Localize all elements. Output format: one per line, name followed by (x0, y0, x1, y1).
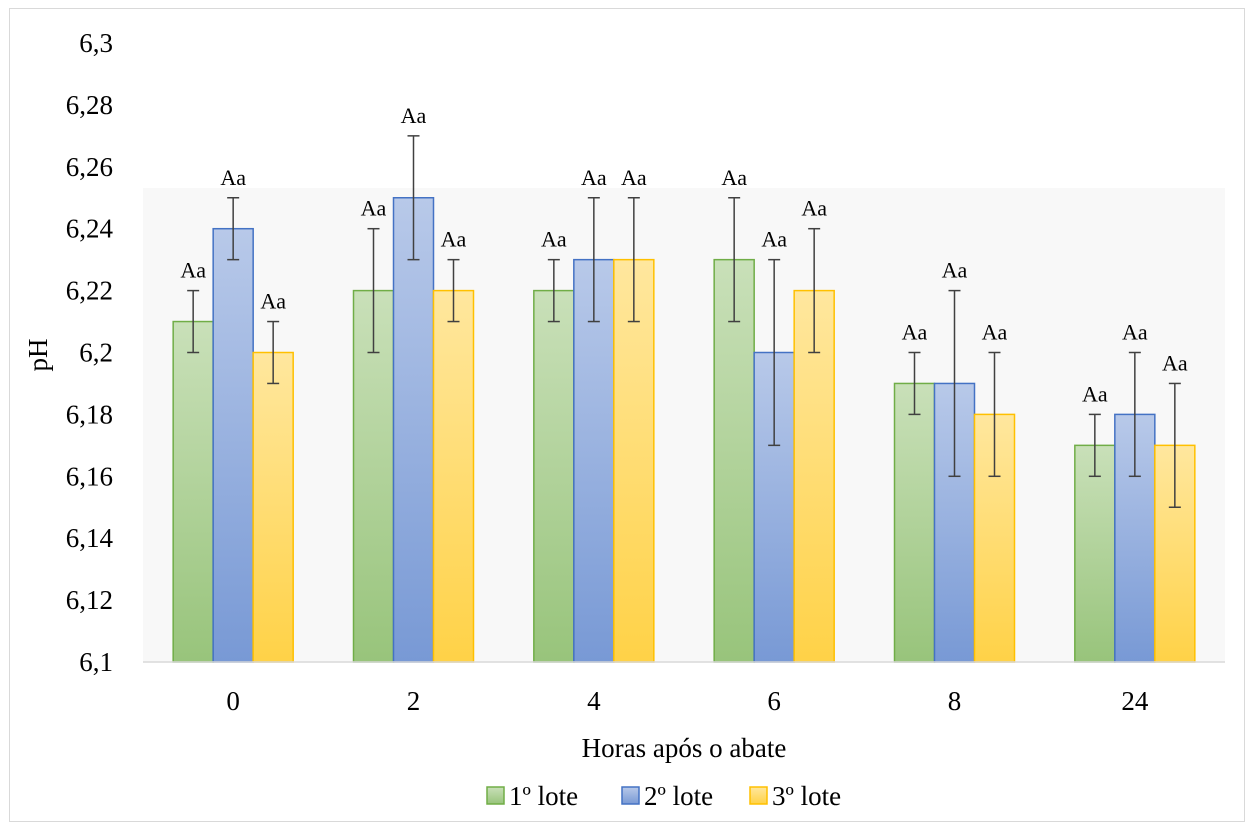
error-bars-group (187, 135, 1181, 508)
data-label: Aa (581, 165, 607, 190)
data-label: Aa (541, 227, 567, 252)
y-tick-label: 6,1 (79, 647, 113, 677)
x-tick-label: 0 (226, 686, 240, 716)
data-label: Aa (401, 103, 427, 128)
data-label: Aa (902, 320, 928, 345)
y-tick-label: 6,22 (66, 276, 113, 306)
bar (172, 320, 214, 663)
bar (212, 227, 254, 663)
legend-label: 1º lote (509, 781, 578, 811)
bar (252, 351, 294, 663)
data-label: Aa (1162, 350, 1188, 375)
data-label: Aa (801, 196, 827, 221)
bar (392, 197, 435, 663)
x-tick-label: 2 (407, 686, 421, 716)
bar (1074, 444, 1116, 663)
data-label: Aa (721, 165, 747, 190)
bars-group (172, 197, 1196, 663)
bar (533, 289, 575, 663)
x-tick-label: 4 (587, 686, 601, 716)
legend-label: 2º lote (644, 781, 713, 811)
x-tick-label: 8 (948, 686, 962, 716)
legend-label: 3º lote (772, 781, 841, 811)
y-tick-label: 6,12 (66, 585, 113, 615)
y-tick-label: 6,3 (79, 28, 113, 58)
y-tick-label: 6,24 (66, 214, 114, 244)
data-label: Aa (761, 227, 787, 252)
y-axis: 6,1 6,12 6,14 6,16 6,18 6,2 6,22 6,24 6,26 6,28 6,… (66, 28, 114, 677)
y-tick-label: 6,14 (66, 523, 114, 553)
plot-background (143, 188, 1225, 662)
x-tick-label: 6 (767, 686, 781, 716)
x-axis: 0 2 4 6 8 24 (226, 686, 1148, 716)
y-tick-label: 6,18 (66, 399, 113, 429)
data-labels-group: Aa Aa Aa Aa Aa Aa Aa Aa Aa Aa Aa Aa Aa Aa Aa Aa Aa Aa (180, 103, 1188, 407)
data-label: Aa (621, 165, 647, 190)
data-label: Aa (1082, 381, 1108, 406)
data-label: Aa (982, 320, 1008, 345)
data-label: Aa (942, 258, 968, 283)
legend: 1º lote 2º lote 3º lote (486, 781, 841, 811)
data-label: Aa (441, 227, 467, 252)
data-label: Aa (220, 165, 246, 190)
data-label: Aa (260, 289, 286, 314)
x-axis-title: Horas após o abate (582, 733, 787, 763)
legend-swatch (486, 786, 505, 805)
y-tick-label: 6,28 (66, 90, 113, 120)
y-tick-label: 6,26 (66, 152, 113, 182)
data-label: Aa (1122, 320, 1148, 345)
y-axis-title: pH (23, 339, 53, 372)
x-tick-label: 24 (1121, 686, 1149, 716)
legend-swatch (621, 786, 640, 805)
data-label: Aa (180, 258, 206, 283)
data-label: Aa (361, 196, 387, 221)
legend-swatch (749, 786, 768, 805)
bar (432, 289, 475, 663)
y-tick-label: 6,16 (66, 461, 113, 491)
bar (613, 258, 655, 663)
y-tick-label: 6,2 (79, 338, 113, 368)
bar (893, 382, 936, 663)
